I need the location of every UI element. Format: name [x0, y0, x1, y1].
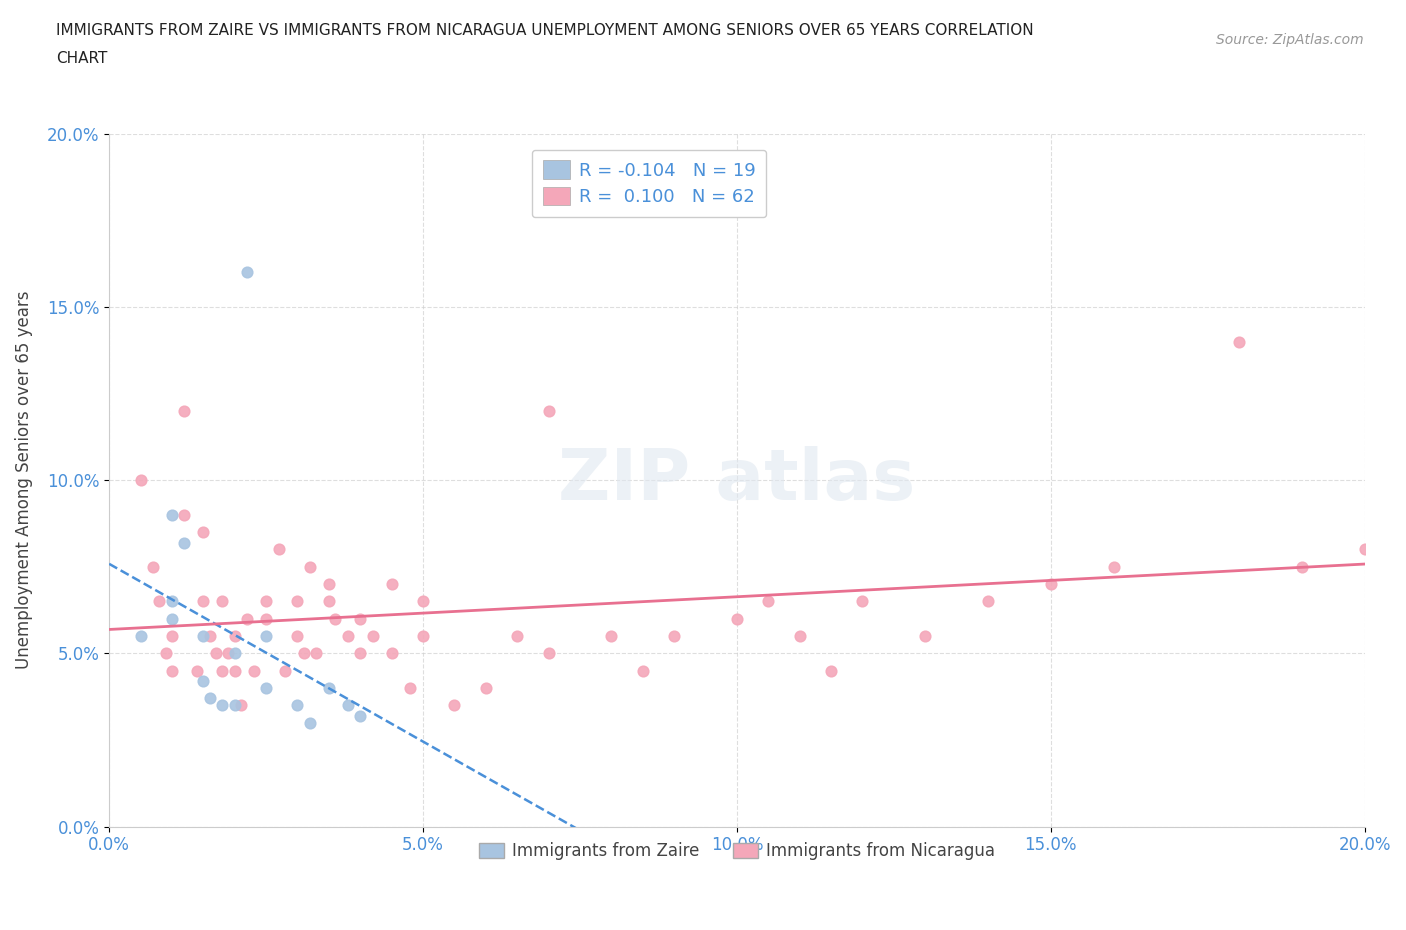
- Point: [323, 611, 346, 626]
- Legend: Immigrants from Zaire, Immigrants from Nicaragua: Immigrants from Zaire, Immigrants from N…: [472, 835, 1002, 867]
- Point: [193, 594, 215, 609]
- Point: [198, 691, 221, 706]
- Text: Source: ZipAtlas.com: Source: ZipAtlas.com: [1216, 33, 1364, 46]
- Point: [211, 663, 233, 678]
- Point: [725, 611, 748, 626]
- Point: [142, 559, 165, 574]
- Point: [160, 611, 183, 626]
- Point: [662, 629, 685, 644]
- Point: [160, 663, 183, 678]
- Point: [820, 663, 842, 678]
- Point: [412, 629, 434, 644]
- Point: [229, 698, 252, 713]
- Point: [336, 629, 359, 644]
- Point: [193, 673, 215, 688]
- Point: [412, 594, 434, 609]
- Point: [600, 629, 623, 644]
- Point: [224, 646, 246, 661]
- Point: [1354, 542, 1376, 557]
- Point: [160, 629, 183, 644]
- Point: [537, 404, 560, 418]
- Point: [242, 663, 264, 678]
- Point: [148, 594, 170, 609]
- Point: [381, 646, 404, 661]
- Point: [173, 404, 195, 418]
- Point: [254, 681, 277, 696]
- Point: [361, 629, 384, 644]
- Point: [631, 663, 654, 678]
- Point: [129, 629, 152, 644]
- Point: [298, 559, 321, 574]
- Point: [198, 629, 221, 644]
- Point: [173, 535, 195, 550]
- Point: [789, 629, 811, 644]
- Point: [173, 508, 195, 523]
- Point: [224, 629, 246, 644]
- Point: [349, 646, 371, 661]
- Y-axis label: Unemployment Among Seniors over 65 years: Unemployment Among Seniors over 65 years: [15, 291, 32, 670]
- Point: [254, 629, 277, 644]
- Point: [254, 594, 277, 609]
- Point: [160, 594, 183, 609]
- Point: [1039, 577, 1062, 591]
- Point: [287, 629, 309, 644]
- Text: ZIP atlas: ZIP atlas: [558, 445, 915, 514]
- Point: [298, 715, 321, 730]
- Point: [274, 663, 297, 678]
- Point: [287, 594, 309, 609]
- Point: [1102, 559, 1125, 574]
- Point: [1227, 334, 1250, 349]
- Point: [1291, 559, 1313, 574]
- Point: [318, 681, 340, 696]
- Point: [336, 698, 359, 713]
- Point: [756, 594, 779, 609]
- Point: [193, 629, 215, 644]
- Point: [224, 698, 246, 713]
- Point: [193, 525, 215, 539]
- Point: [349, 611, 371, 626]
- Point: [914, 629, 936, 644]
- Point: [287, 698, 309, 713]
- Point: [318, 577, 340, 591]
- Point: [224, 663, 246, 678]
- Point: [292, 646, 315, 661]
- Point: [129, 472, 152, 487]
- Point: [851, 594, 873, 609]
- Point: [443, 698, 465, 713]
- Point: [977, 594, 1000, 609]
- Point: [211, 698, 233, 713]
- Point: [254, 611, 277, 626]
- Point: [155, 646, 177, 661]
- Point: [349, 709, 371, 724]
- Point: [236, 265, 259, 280]
- Point: [205, 646, 228, 661]
- Text: CHART: CHART: [56, 51, 108, 66]
- Point: [381, 577, 404, 591]
- Point: [217, 646, 239, 661]
- Point: [236, 611, 259, 626]
- Point: [267, 542, 290, 557]
- Point: [211, 594, 233, 609]
- Point: [318, 594, 340, 609]
- Point: [186, 663, 208, 678]
- Text: IMMIGRANTS FROM ZAIRE VS IMMIGRANTS FROM NICARAGUA UNEMPLOYMENT AMONG SENIORS OV: IMMIGRANTS FROM ZAIRE VS IMMIGRANTS FROM…: [56, 23, 1033, 38]
- Point: [506, 629, 529, 644]
- Point: [160, 508, 183, 523]
- Point: [475, 681, 498, 696]
- Point: [305, 646, 328, 661]
- Point: [399, 681, 422, 696]
- Point: [537, 646, 560, 661]
